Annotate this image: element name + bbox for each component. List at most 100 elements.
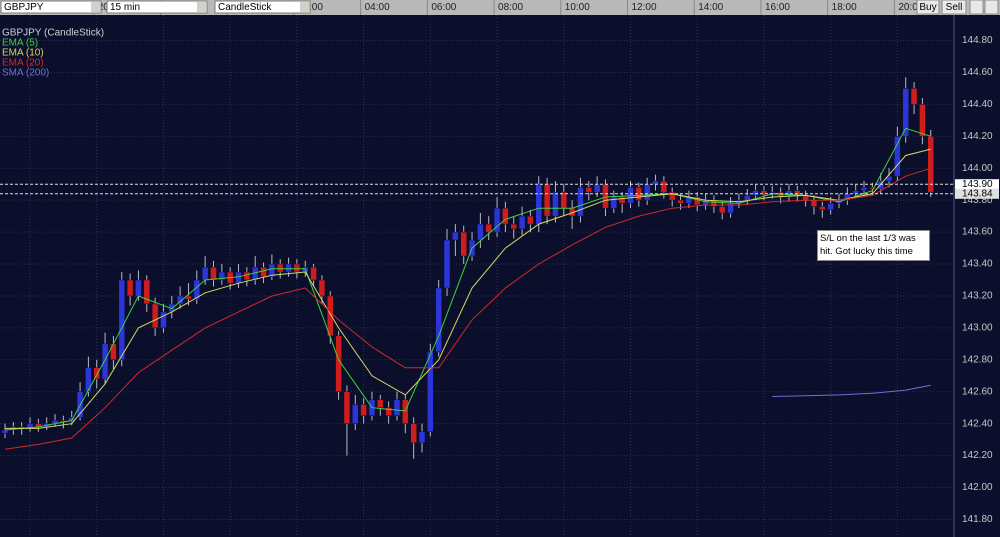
y-tick-label: 144.80	[962, 35, 993, 46]
legend-entry: SMA (200)	[2, 68, 49, 79]
candle-body	[201, 266, 209, 281]
candle-body	[393, 399, 401, 416]
y-tick-label: 144.40	[962, 99, 993, 110]
candle-body	[85, 367, 92, 392]
symbol-select-text: GBPJPY	[4, 2, 44, 13]
candle-body	[285, 263, 292, 273]
candle-body	[744, 195, 751, 201]
candle-body	[894, 136, 901, 177]
y-tick-label: 144.60	[962, 67, 993, 78]
y-tick-label: 143.80	[962, 195, 993, 206]
candle-body	[352, 404, 359, 424]
candle-body	[510, 223, 517, 230]
candle-body	[276, 263, 284, 273]
price-label-box	[955, 188, 999, 199]
y-tick-label: 143.40	[962, 259, 993, 270]
candle-body	[385, 407, 392, 416]
tool-button[interactable]	[969, 0, 984, 15]
y-tick-label: 142.60	[962, 386, 993, 397]
x-tick-label: 04:00	[365, 2, 390, 13]
indicator-line	[5, 148, 931, 429]
price-label: 143.84	[962, 188, 993, 199]
candle-body	[268, 263, 276, 278]
candle-body	[110, 343, 117, 361]
candle-body	[752, 190, 759, 196]
candle-body	[293, 263, 301, 273]
candle-body	[718, 206, 726, 214]
dropdown-button[interactable]	[197, 2, 206, 12]
x-tick-label: 08:00	[498, 2, 523, 13]
candle-body	[327, 295, 334, 337]
chart-type-select[interactable]	[214, 0, 311, 14]
x-tick-label: 20:00	[898, 2, 923, 13]
y-tick-label: 142.00	[962, 482, 993, 493]
candle-body	[493, 207, 501, 233]
candle-body	[210, 266, 217, 281]
legend-entry: EMA (20)	[2, 58, 44, 69]
candle-body	[243, 271, 251, 281]
candle-body	[869, 187, 876, 190]
candle-body	[860, 187, 868, 191]
candle-body	[585, 187, 593, 193]
candle-body	[577, 187, 584, 217]
candle-body	[527, 215, 534, 225]
candle-body	[318, 279, 326, 297]
symbol-select[interactable]	[0, 0, 102, 14]
tool-button[interactable]	[984, 0, 999, 15]
legend-entry: EMA (10)	[2, 48, 44, 59]
candle-body	[151, 303, 159, 329]
chart-type-select-text: CandleStick	[218, 2, 272, 13]
candle-body	[668, 191, 676, 201]
candle-body	[93, 367, 100, 380]
candle-body	[235, 271, 242, 284]
candle-body	[602, 183, 609, 209]
y-tick-label: 143.00	[962, 323, 993, 334]
candle-body	[176, 295, 184, 305]
x-tick-label: 14:00	[698, 2, 723, 13]
candle-body	[819, 206, 826, 211]
dropdown-button[interactable]	[91, 2, 100, 12]
candle-body	[402, 399, 409, 424]
candle-body	[810, 199, 818, 207]
price-label: 143.90	[962, 179, 993, 190]
candle-body	[335, 335, 342, 392]
chart-title: GBPJPY (CandleStick)	[2, 28, 104, 39]
candle-body	[593, 183, 601, 193]
candle-body	[643, 183, 651, 201]
buy-button[interactable]	[916, 0, 940, 15]
indicator-line	[4, 167, 931, 450]
candle-body	[443, 239, 451, 289]
candle-body	[760, 190, 768, 195]
indicator-line	[772, 384, 931, 397]
candle-body	[1, 429, 9, 434]
candle-body	[452, 231, 459, 241]
y-tick-label: 142.20	[962, 450, 993, 461]
candle-body	[260, 266, 267, 278]
x-tick-label: 10:00	[565, 2, 590, 13]
y-tick-label: 141.80	[962, 514, 993, 525]
interval-select-text: 15 min	[110, 2, 140, 13]
candle-body	[919, 104, 926, 137]
indicator-line	[4, 127, 931, 431]
candle-body	[310, 266, 317, 281]
y-tick-label: 143.60	[962, 227, 993, 238]
candle-body	[477, 223, 484, 241]
candle-body	[660, 180, 668, 193]
y-tick-label: 143.20	[962, 291, 993, 302]
candle-body	[418, 431, 426, 444]
x-tick-label: 16:00	[765, 2, 790, 13]
candle-body	[135, 279, 142, 297]
interval-select[interactable]	[106, 0, 208, 14]
dropdown-button[interactable]	[300, 2, 309, 12]
x-tick-label: 12:00	[632, 2, 657, 13]
y-tick-label: 142.40	[962, 418, 993, 429]
sell-button[interactable]	[941, 0, 967, 15]
x-tick-label: 18:00	[832, 2, 857, 13]
y-tick-label: 144.20	[962, 131, 993, 142]
candle-body	[543, 183, 551, 217]
candle-body	[427, 351, 434, 432]
candle-body	[460, 231, 467, 257]
